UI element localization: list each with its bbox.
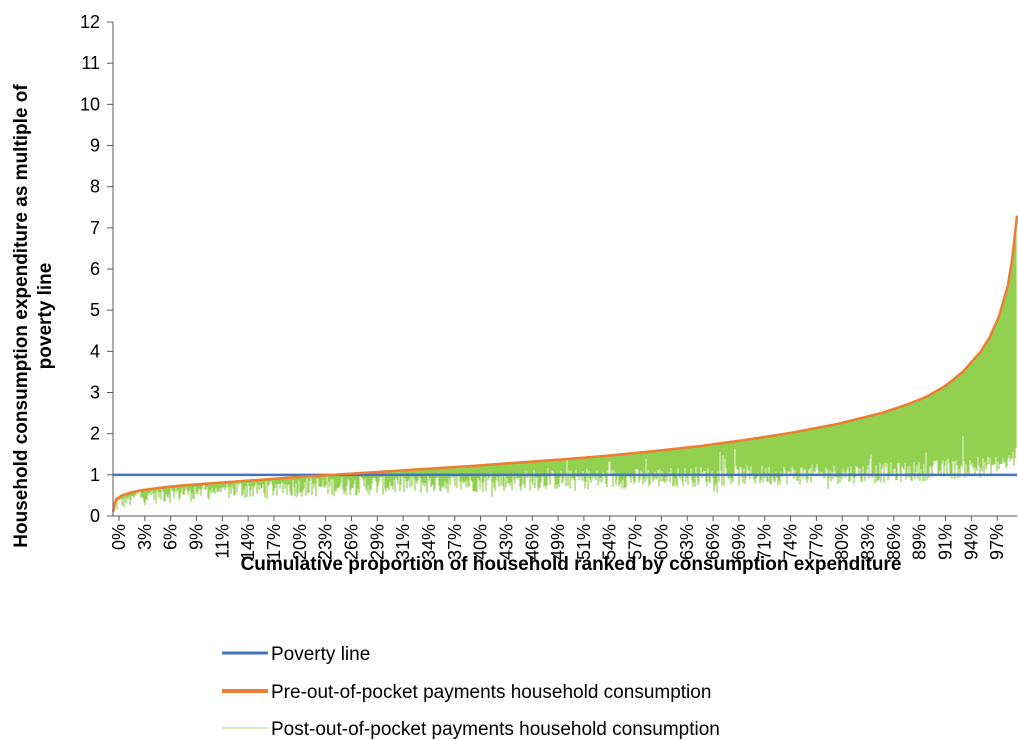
y-tick-label: 6 (90, 259, 100, 279)
x-tick-label: 34% (419, 524, 439, 560)
x-tick-label: 83% (858, 524, 878, 560)
x-tick-label: 94% (961, 524, 981, 560)
y-tick-label: 0 (90, 506, 100, 526)
x-tick-label: 86% (884, 524, 904, 560)
y-tick-label: 4 (90, 341, 100, 361)
x-tick-label: 9% (186, 524, 206, 550)
x-tick-label: 43% (496, 524, 516, 560)
x-tick-label: 66% (703, 524, 723, 560)
y-axis-title-line-1: Household consumption expenditure as mul… (11, 84, 32, 548)
x-tick-label: 6% (161, 524, 181, 550)
x-tick-label: 31% (393, 524, 413, 560)
x-tick-label: 71% (755, 524, 775, 560)
x-tick-label: 57% (626, 524, 646, 560)
x-tick-label: 40% (471, 524, 491, 560)
x-tick-label: 54% (600, 524, 620, 560)
x-tick-label: 91% (936, 524, 956, 560)
legend-item-post-oop: Post-out-of-pocket payments household co… (222, 719, 720, 740)
x-tick-label: 20% (290, 524, 310, 560)
x-tick-label: 29% (367, 524, 387, 560)
y-tick-label: 9 (90, 136, 100, 156)
y-tick-label: 7 (90, 218, 100, 238)
y-tick-label: 2 (90, 424, 100, 444)
x-tick-label: 51% (574, 524, 594, 560)
x-tick-label: 11% (212, 524, 232, 559)
x-tick-label: 63% (677, 524, 697, 560)
y-tick-label: 8 (90, 177, 100, 197)
y-tick-label: 12 (80, 12, 100, 32)
series-post-oop-bars (113, 224, 1017, 510)
y-tick-label: 1 (90, 465, 100, 485)
series-pre-oop-line (111, 215, 1018, 513)
x-tick-label: 77% (806, 524, 826, 560)
x-tick-label: 37% (445, 524, 465, 560)
x-tick-label: 3% (135, 524, 155, 550)
x-tick-label: 17% (264, 524, 284, 560)
x-tick-label: 97% (987, 524, 1007, 560)
y-tick-label: 5 (90, 300, 100, 320)
x-tick-label: 49% (548, 524, 568, 560)
x-tick-label: 0% (109, 524, 129, 550)
x-tick-label: 23% (316, 524, 336, 560)
y-axis-title-line-2: poverty line (35, 263, 56, 370)
series-post-oop (113, 224, 1017, 510)
legend-item-pre-oop: Pre-out-of-pocket payments household con… (222, 682, 711, 703)
x-tick-label: 26% (341, 524, 361, 560)
legend-label-post-oop: Post-out-of-pocket payments household co… (271, 719, 720, 740)
x-tick-label: 80% (832, 524, 852, 560)
legend-item-poverty-line: Poverty line (222, 644, 370, 665)
x-tick-label: 74% (781, 524, 801, 560)
x-tick-label: 46% (522, 524, 542, 560)
plot-area (111, 215, 1018, 513)
x-tick-label: 89% (910, 524, 930, 560)
x-tick-label: 69% (729, 524, 749, 560)
y-tick-label: 3 (90, 383, 100, 403)
x-tick-label: 14% (238, 524, 258, 560)
x-axis-title: Cumulative proportion of household ranke… (241, 554, 902, 575)
legend-label-pre-oop: Pre-out-of-pocket payments household con… (271, 682, 711, 703)
x-tick-label: 60% (651, 524, 671, 560)
y-tick-label: 10 (80, 94, 100, 114)
legend: Poverty line Pre-out-of-pocket payments … (222, 644, 720, 740)
x-tick-labels: 0% 3% 6% 9% 11% 14% 17% 20% 23% 26% 29% 31% 34% 37% 40… (109, 516, 1007, 560)
y-axis-title: Household consumption expenditure as mul… (11, 84, 56, 548)
y-tick-label: 11 (81, 53, 100, 73)
legend-label-poverty-line: Poverty line (271, 644, 370, 665)
